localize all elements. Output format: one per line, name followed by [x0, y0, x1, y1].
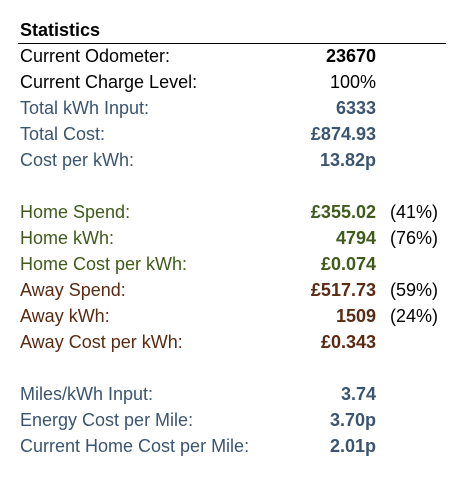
total-cost-value: £874.93: [310, 124, 376, 144]
cost-per-kwh-label: Cost per kWh:: [20, 150, 135, 170]
cost-per-kwh-value: 13.82p: [319, 150, 376, 170]
row-miles-per-kwh-input: Miles/kWh Input: 3.74: [0, 382, 465, 406]
current-home-cost-per-mile-label: Current Home Cost per Mile:: [20, 436, 250, 456]
energy-cost-per-mile-value: 3.70p: [329, 410, 376, 430]
home-spend-percent: (41%): [390, 202, 439, 222]
row-cost-per-kwh: Cost per kWh: 13.82p: [0, 148, 465, 172]
row-home-kwh: Home kWh: 4794 (76%): [0, 226, 465, 250]
total-kwh-input-value: 6333: [335, 98, 376, 118]
home-spend-value: £355.02: [310, 202, 376, 222]
current-home-cost-per-mile-value: 2.01p: [329, 436, 376, 456]
away-cost-per-kwh-value: £0.343: [320, 332, 376, 352]
miles-per-kwh-input-value: 3.74: [340, 384, 376, 404]
row-current-home-cost-per-mile: Current Home Cost per Mile: 2.01p: [0, 434, 465, 458]
row-away-kwh: Away kWh: 1509 (24%): [0, 304, 465, 328]
current-charge-level-value: 100%: [329, 72, 376, 92]
home-kwh-label: Home kWh:: [20, 228, 115, 248]
away-kwh-label: Away kWh:: [20, 306, 110, 326]
away-spend-percent: (59%): [390, 280, 439, 300]
total-cost-label: Total Cost:: [20, 124, 106, 144]
away-cost-per-kwh-label: Away Cost per kWh:: [20, 332, 183, 352]
away-kwh-value: 1509: [335, 306, 376, 326]
home-kwh-value: 4794: [335, 228, 376, 248]
row-total-kwh-input: Total kWh Input: 6333: [0, 96, 465, 120]
current-odometer-value: 23670: [325, 46, 376, 66]
row-home-spend: Home Spend: £355.02 (41%): [0, 200, 465, 224]
away-spend-value: £517.73: [310, 280, 376, 300]
home-spend-label: Home Spend:: [20, 202, 131, 222]
away-spend-label: Away Spend:: [20, 280, 126, 300]
total-kwh-input-label: Total kWh Input:: [20, 98, 150, 118]
row-current-odometer: Current Odometer: 23670: [0, 44, 465, 68]
row-home-cost-per-kwh: Home Cost per kWh: £0.074: [0, 252, 465, 276]
row-away-spend: Away Spend: £517.73 (59%): [0, 278, 465, 302]
row-total-cost: Total Cost: £874.93: [0, 122, 465, 146]
away-kwh-percent: (24%): [390, 306, 439, 326]
row-away-cost-per-kwh: Away Cost per kWh: £0.343: [0, 330, 465, 354]
row-current-charge-level: Current Charge Level: 100%: [0, 70, 465, 94]
row-energy-cost-per-mile: Energy Cost per Mile: 3.70p: [0, 408, 465, 432]
statistics-title: Statistics: [20, 20, 101, 40]
home-cost-per-kwh-label: Home Cost per kWh:: [20, 254, 188, 274]
energy-cost-per-mile-label: Energy Cost per Mile:: [20, 410, 194, 430]
home-cost-per-kwh-value: £0.074: [320, 254, 376, 274]
current-charge-level-label: Current Charge Level:: [20, 72, 198, 92]
miles-per-kwh-input-label: Miles/kWh Input:: [20, 384, 154, 404]
current-odometer-label: Current Odometer:: [20, 46, 171, 66]
title-underline: [18, 43, 446, 44]
home-kwh-percent: (76%): [390, 228, 439, 248]
